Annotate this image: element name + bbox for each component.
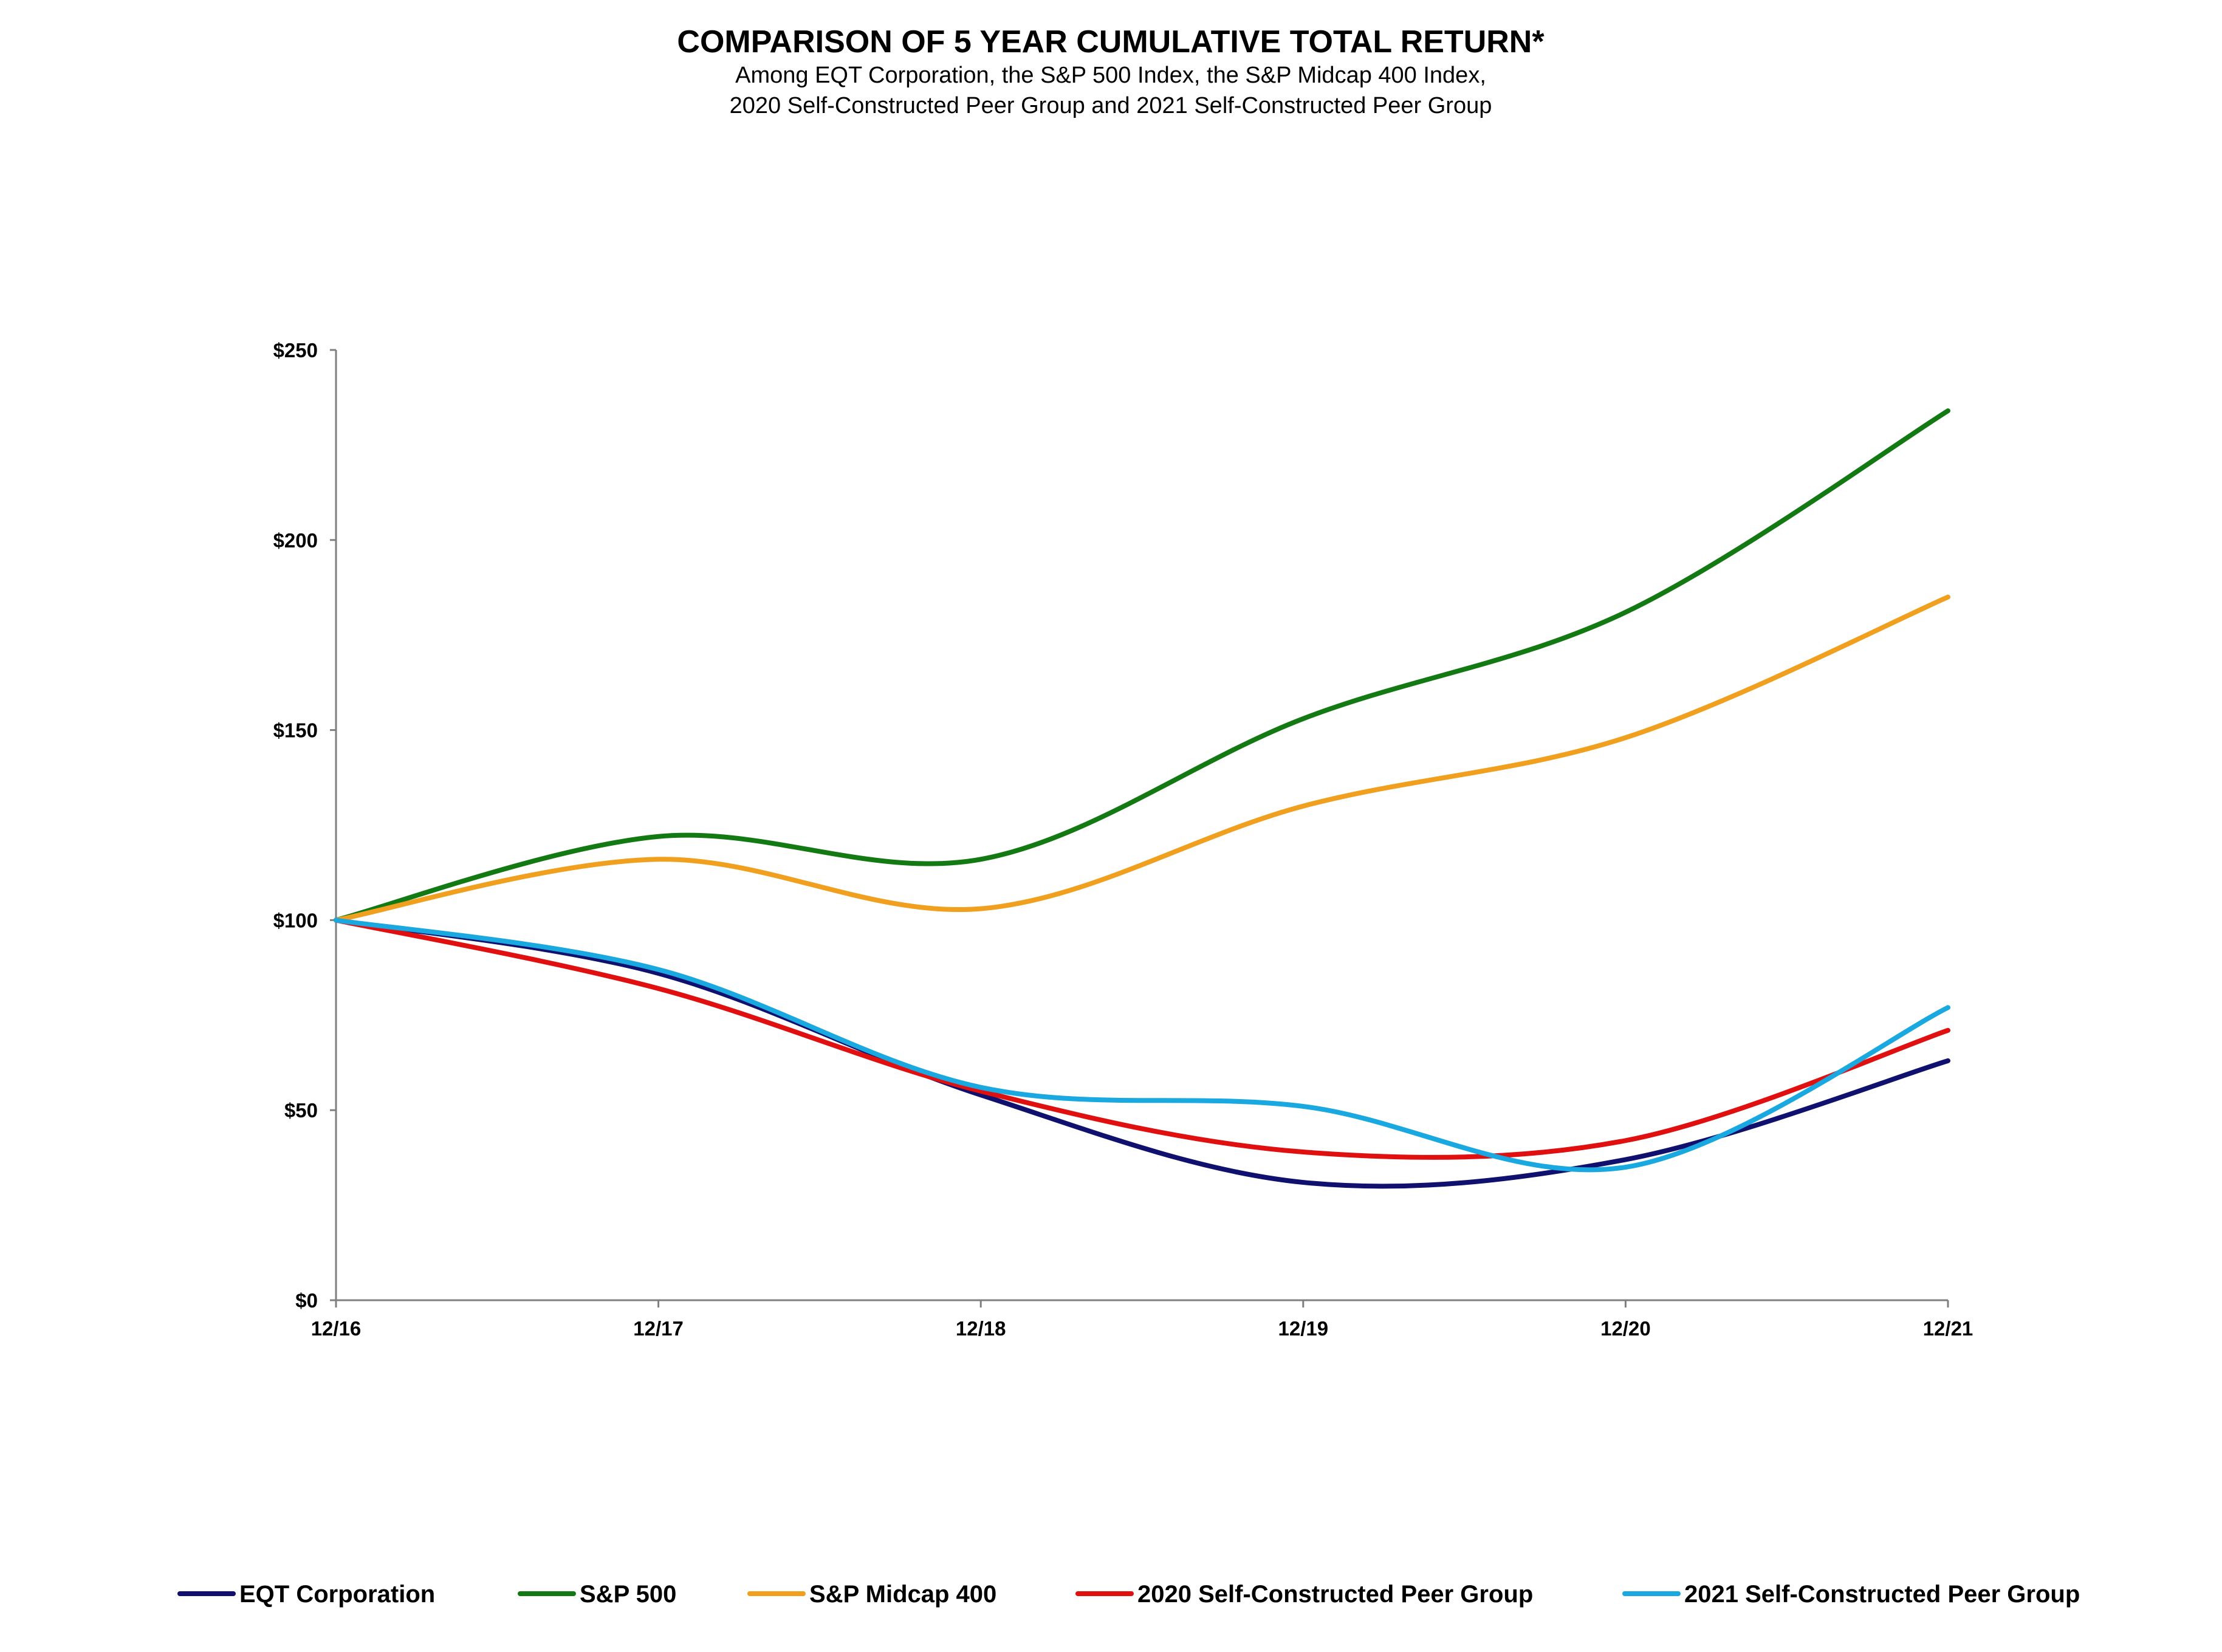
series-line-s-p-midcap-400 [334, 594, 1950, 923]
chart-legend: EQT Corporation S&P 500 S&P Midcap 400 2020… [177, 1581, 2080, 1608]
x-tick-label: 12/21 [1923, 1317, 1973, 1340]
legend-label-eqt-corporation: EQT Corporation [239, 1581, 435, 1608]
y-tick-label: $150 [273, 719, 318, 742]
x-tick-label: 12/16 [311, 1317, 362, 1340]
y-tick-label: $0 [295, 1289, 318, 1312]
y-tick-label: $100 [273, 909, 318, 931]
chart-title: COMPARISON OF 5 YEAR CUMULATIVE TOTAL RE… [677, 24, 1545, 60]
legend-label-s-p-midcap-400: S&P Midcap 400 [809, 1581, 996, 1608]
series-line-eqt-corporation [334, 917, 1950, 1189]
y-tick-label: $50 [284, 1099, 318, 1122]
series-line-2020-self-constructed-peer-group [334, 917, 1950, 1160]
chart-subtitle-line-1: Among EQT Corporation, the S&P 500 Index… [735, 63, 1486, 88]
y-tick-label: $250 [273, 339, 318, 362]
x-tick-label: 12/18 [956, 1317, 1006, 1340]
y-tick-label: $200 [273, 529, 318, 552]
legend-label-2021-self-constructed-peer-group: 2021 Self-Constructed Peer Group [1684, 1581, 2080, 1608]
chart-subtitle-line-2: 2020 Self-Constructed Peer Group and 202… [730, 93, 1492, 118]
x-tick-label: 12/19 [1278, 1317, 1329, 1340]
x-tick-label: 12/20 [1600, 1317, 1651, 1340]
series-line-s-p-500 [334, 408, 1950, 923]
plot-series [334, 408, 1950, 1189]
legend-label-s-p-500: S&P 500 [580, 1581, 676, 1608]
legend-label-2020-self-constructed-peer-group: 2020 Self-Constructed Peer Group [1137, 1581, 1533, 1608]
series-line-2021-self-constructed-peer-group [334, 917, 1950, 1173]
plot-axes: $0 $50 $100 $150 $200 $250 12/16 12/17 12/18 12/1… [273, 339, 1973, 1340]
x-tick-label: 12/17 [633, 1317, 684, 1340]
